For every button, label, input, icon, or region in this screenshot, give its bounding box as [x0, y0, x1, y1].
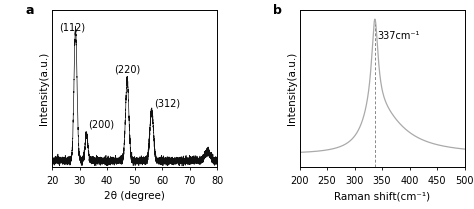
Text: a: a — [26, 4, 34, 17]
Text: (312): (312) — [155, 99, 181, 109]
Text: (200): (200) — [89, 119, 115, 129]
X-axis label: 2θ (degree): 2θ (degree) — [104, 191, 165, 201]
Text: (220): (220) — [114, 65, 140, 75]
X-axis label: Raman shift(cm⁻¹): Raman shift(cm⁻¹) — [334, 191, 430, 201]
Text: (112): (112) — [59, 23, 85, 33]
Y-axis label: Intensity(a.u.): Intensity(a.u.) — [39, 52, 49, 125]
Text: b: b — [273, 4, 282, 17]
Y-axis label: Intensity(a.u.): Intensity(a.u.) — [287, 52, 297, 125]
Text: 337cm⁻¹: 337cm⁻¹ — [378, 31, 420, 41]
